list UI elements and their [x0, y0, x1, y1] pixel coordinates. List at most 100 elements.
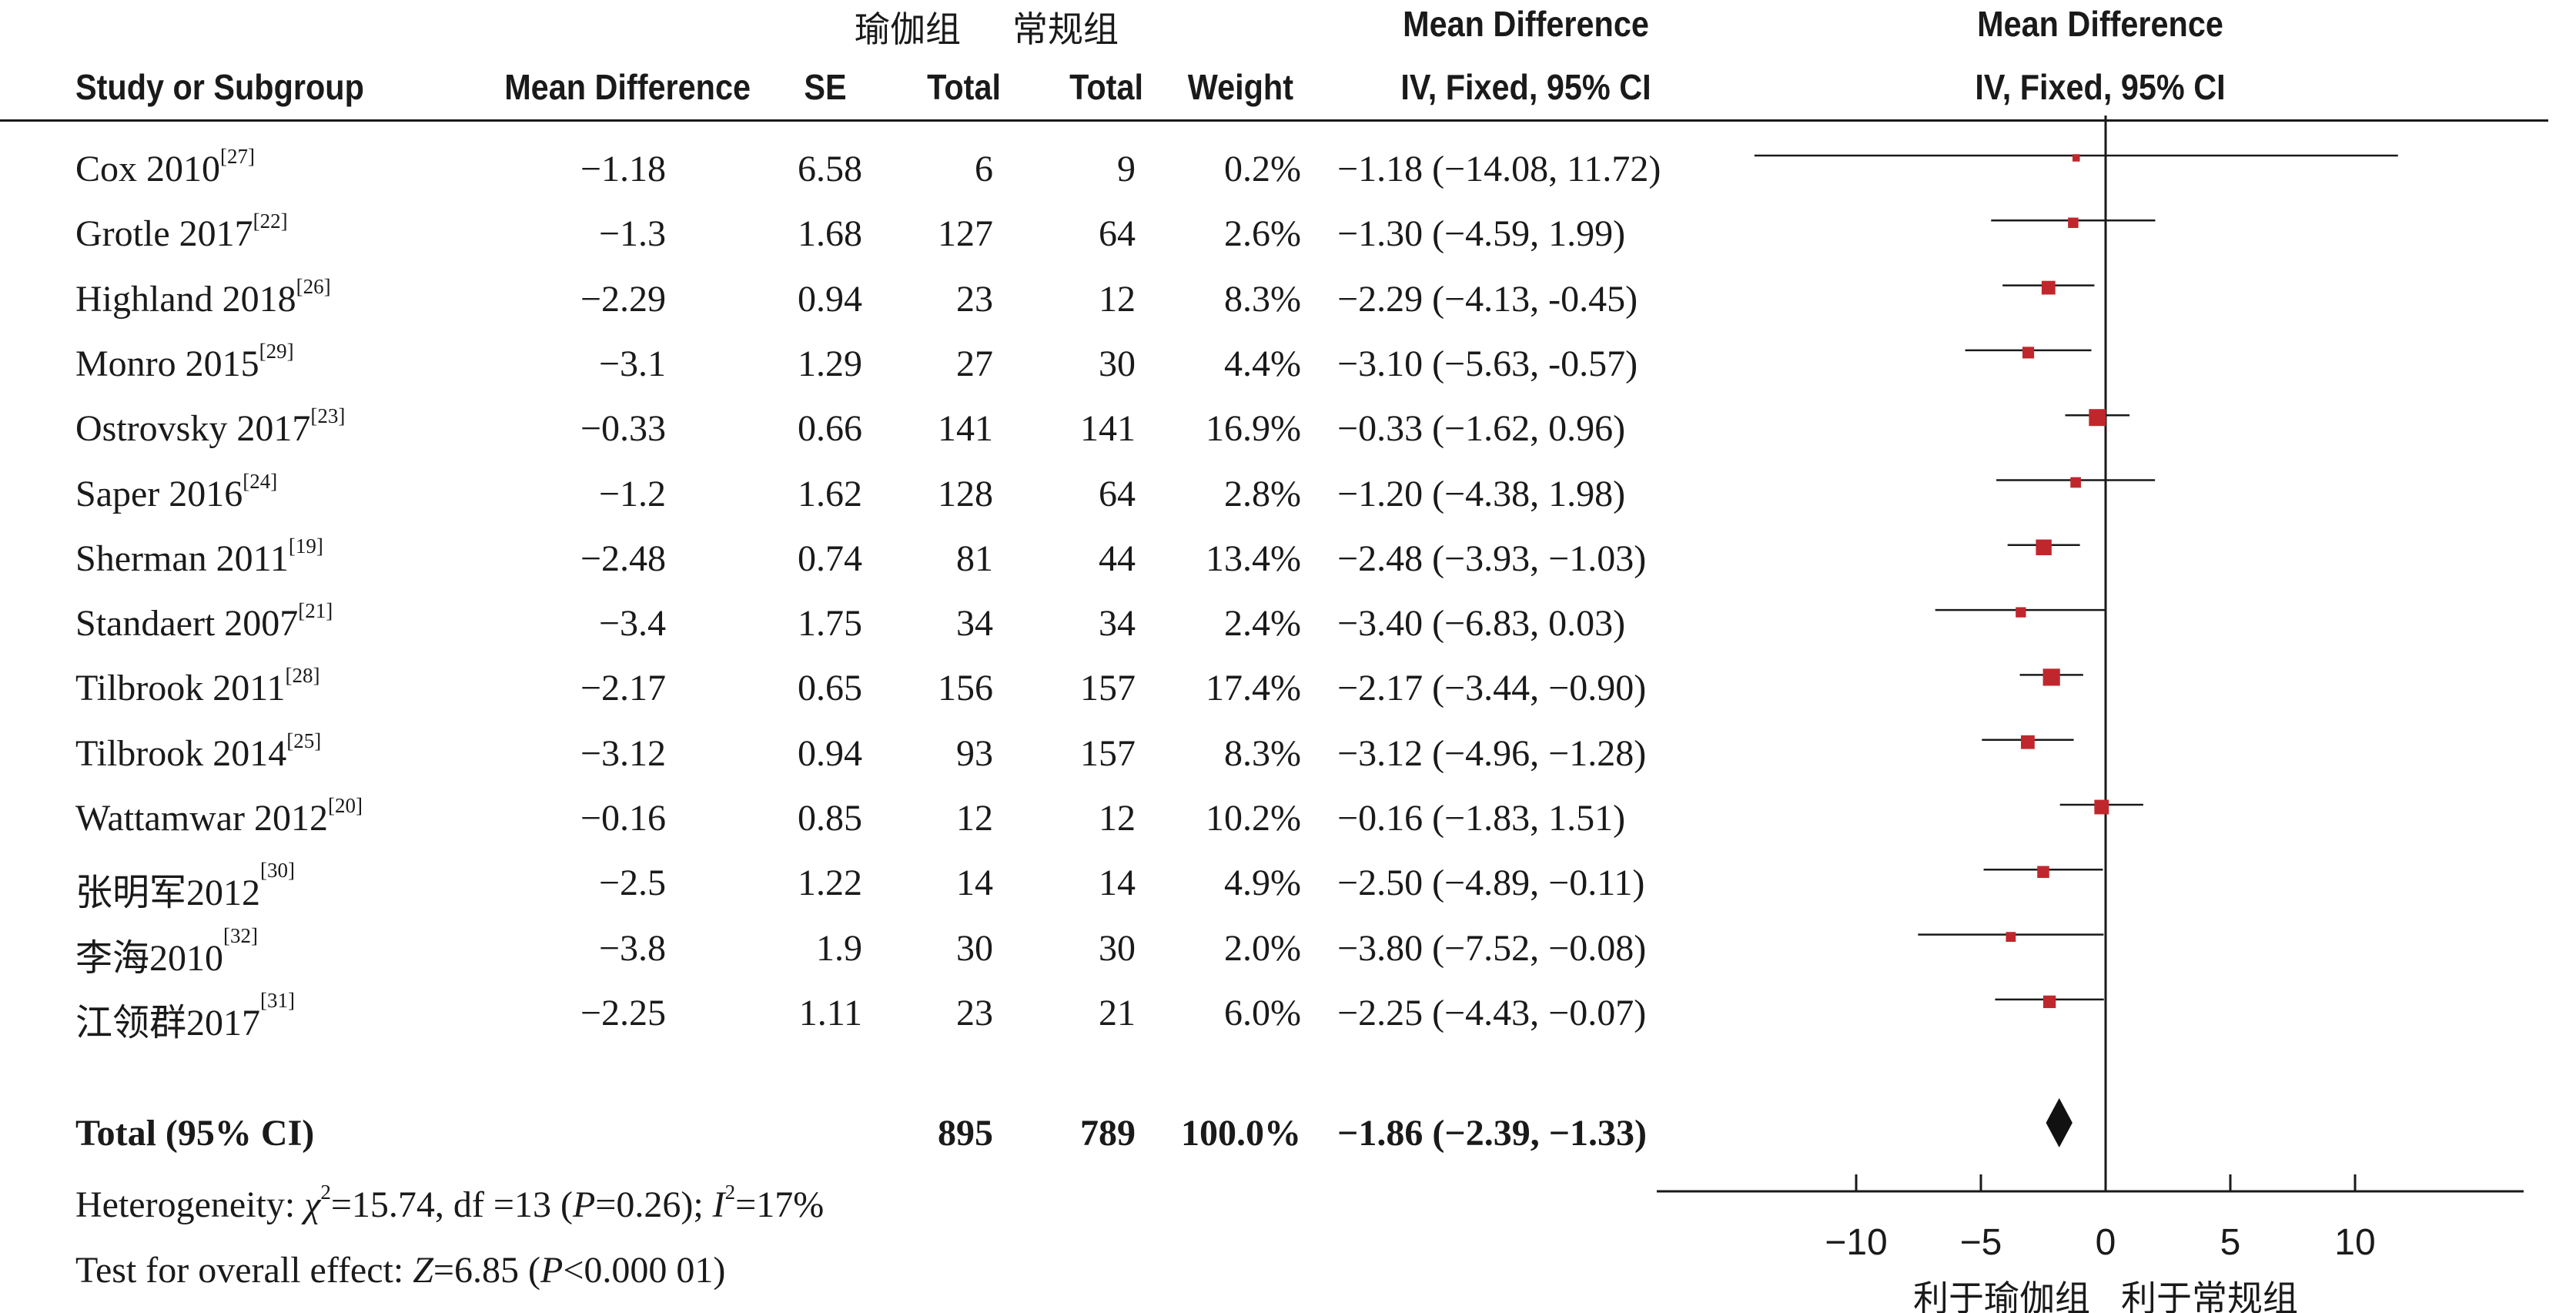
study-n-conventional: 9 [1117, 149, 1136, 189]
study-n-conventional: 64 [1099, 213, 1136, 255]
effect-marker [2022, 347, 2035, 359]
study-weight: 2.0% [1224, 927, 1301, 969]
study-n-conventional: 157 [1080, 732, 1136, 774]
effect-marker [2016, 607, 2026, 618]
study-name: Tilbrook 2011[28] [75, 664, 320, 709]
study-weight: 2.4% [1224, 603, 1301, 645]
effect-marker [2041, 280, 2056, 295]
total-n-conventional: 789 [1080, 1113, 1136, 1154]
group-header-conventional: 常规组 [1012, 8, 1119, 50]
study-name: Ostrovsky 2017[23] [75, 404, 346, 450]
effect-marker [2036, 539, 2052, 556]
reference-number: [28] [285, 664, 320, 688]
plot-column-subtitle: IV, Fixed, 95% CI [1975, 67, 2226, 107]
total-ci: −1.86 (−2.39, −1.33) [1337, 1113, 1648, 1154]
effect-marker [2006, 932, 2016, 943]
study-weight: 6.0% [1224, 992, 1301, 1033]
study-se: 1.75 [798, 603, 862, 645]
effect-marker [2042, 668, 2060, 686]
col-total-yoga: Total [927, 67, 1001, 107]
study-weight: 4.4% [1224, 343, 1301, 384]
study-name: Monro 2015[29] [75, 339, 294, 384]
study-n-yoga: 6 [975, 149, 993, 189]
study-n-yoga: 81 [956, 538, 993, 579]
study-weight: 2.8% [1224, 473, 1301, 514]
ci-column-title: Mean Difference [1403, 4, 1649, 44]
effect-marker [2089, 409, 2106, 427]
study-name: Standaert 2007[21] [75, 599, 333, 645]
group-header-yoga: 瑜伽组 [855, 8, 961, 50]
study-se: 0.74 [798, 538, 862, 579]
study-n-yoga: 12 [956, 798, 993, 839]
study-n-conventional: 14 [1099, 862, 1136, 904]
study-name: Highland 2018[26] [75, 274, 331, 320]
study-se: 0.66 [798, 408, 862, 450]
favours-conventional-label: 利于常规组 [2121, 1278, 2298, 1313]
reference-number: [29] [259, 339, 294, 363]
study-name: Sherman 2011[19] [75, 534, 323, 579]
study-se: 0.85 [798, 798, 862, 839]
effect-marker [2068, 217, 2079, 229]
study-se: 0.65 [798, 668, 862, 709]
study-n-yoga: 14 [956, 862, 993, 904]
study-name: Grotle 2017[22] [75, 209, 288, 255]
study-n-yoga: 127 [938, 213, 993, 255]
study-name: 张明军2012[30] [75, 859, 295, 914]
study-ci: −0.16 (−1.83, 1.51) [1337, 798, 1626, 839]
study-name: Saper 2016[24] [75, 469, 278, 514]
study-se: 1.22 [798, 862, 862, 904]
header-rule [0, 119, 2548, 122]
total-weight: 100.0% [1181, 1113, 1301, 1154]
effect-marker [2042, 995, 2056, 1009]
reference-number: [32] [223, 923, 258, 947]
col-se: SE [804, 67, 847, 107]
effect-marker [2037, 866, 2049, 879]
reference-number: [24] [243, 469, 278, 493]
study-weight: 8.3% [1224, 278, 1301, 320]
study-se: 1.29 [798, 343, 862, 384]
study-n-conventional: 64 [1099, 473, 1136, 514]
study-n-yoga: 156 [938, 668, 993, 709]
study-n-conventional: 30 [1099, 343, 1136, 384]
study-n-yoga: 27 [956, 343, 993, 384]
study-ci: −3.10 (−5.63, -0.57) [1337, 343, 1638, 384]
study-md: −3.12 [580, 732, 666, 774]
study-weight: 4.9% [1224, 862, 1301, 904]
study-n-conventional: 12 [1099, 798, 1136, 839]
x-axis-tick-label: −5 [1960, 1222, 2002, 1263]
study-ci: −3.40 (−6.83, 0.03) [1337, 603, 1626, 645]
study-ci: −2.50 (−4.89, −0.11) [1337, 862, 1645, 904]
reference-number: [21] [298, 599, 333, 623]
study-se: 1.11 [798, 992, 862, 1033]
study-ci: −0.33 (−1.62, 0.96) [1337, 408, 1626, 450]
col-total-conventional: Total [1069, 67, 1143, 107]
study-ci: −2.17 (−3.44, −0.90) [1337, 668, 1647, 709]
study-n-conventional: 34 [1099, 603, 1136, 645]
study-ci: −1.20 (−4.38, 1.98) [1337, 473, 1626, 514]
study-md: −0.16 [580, 798, 666, 839]
study-se: 1.62 [798, 473, 862, 514]
study-se: 1.68 [798, 213, 862, 255]
study-md: −3.4 [598, 603, 666, 645]
reference-number: [30] [260, 859, 295, 883]
reference-number: [27] [220, 145, 255, 168]
reference-number: [20] [328, 794, 363, 817]
study-se: 1.9 [816, 927, 862, 969]
study-md: −2.5 [598, 862, 666, 904]
study-weight: 13.4% [1206, 538, 1301, 579]
study-n-yoga: 141 [938, 408, 993, 450]
study-weight: 8.3% [1224, 732, 1301, 774]
study-ci: −2.48 (−3.93, −1.03) [1337, 538, 1647, 579]
study-n-yoga: 93 [956, 732, 993, 774]
study-n-conventional: 21 [1099, 992, 1136, 1033]
study-n-yoga: 30 [956, 927, 993, 969]
reference-number: [25] [286, 729, 322, 752]
study-ci: −3.12 (−4.96, −1.28) [1337, 732, 1647, 774]
study-md: −2.25 [580, 992, 666, 1033]
reference-number: [22] [253, 209, 288, 233]
study-md: −2.48 [580, 538, 666, 579]
overall-effect-text: Test for overall effect: Z=6.85 (P<0.000… [75, 1250, 726, 1291]
study-se: 6.58 [798, 149, 862, 189]
forest-plot: −10 −5 0 5 10 利于瑜伽组 利于常规组 [1657, 116, 2524, 1313]
study-n-conventional: 141 [1080, 408, 1136, 450]
